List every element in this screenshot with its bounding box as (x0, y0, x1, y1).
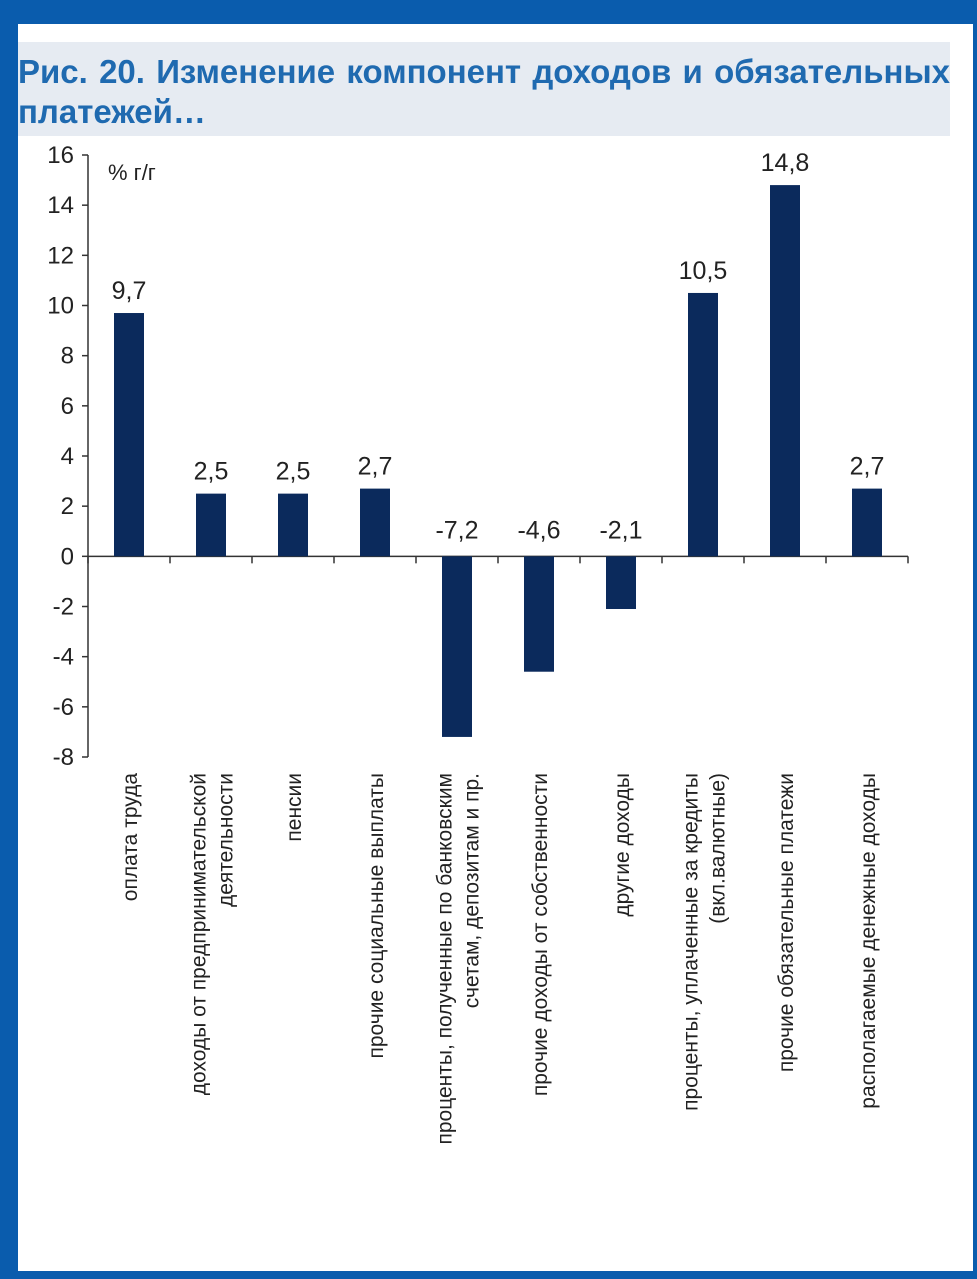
value-label: 14,8 (761, 149, 810, 177)
y-tick-label: 6 (61, 393, 74, 420)
y-tick-label: 8 (61, 343, 74, 370)
y-tick-label: 14 (47, 192, 74, 219)
category-label: прочие социальные выплаты (365, 773, 388, 1059)
value-label: 2,7 (358, 453, 393, 481)
y-tick-label: 12 (47, 242, 74, 269)
chart-title: Рис. 20. Изменение компонент доходов и о… (18, 53, 950, 130)
category-label: (вкл.валютные) (707, 773, 730, 924)
value-label: -2,1 (599, 516, 642, 544)
y-tick-label: 16 (47, 142, 74, 169)
y-tick-label: 4 (61, 443, 74, 470)
unit-label: % г/г (108, 160, 156, 185)
y-tick-label: 2 (61, 493, 74, 520)
y-tick-label: -2 (53, 594, 74, 621)
value-label: 2,5 (194, 458, 229, 486)
value-label: 2,5 (276, 458, 311, 486)
bar (442, 556, 472, 737)
y-tick-label: -4 (53, 644, 74, 671)
y-tick-label: -6 (53, 694, 74, 721)
value-label: 2,7 (850, 453, 885, 481)
bar (606, 556, 636, 610)
title-band (18, 42, 950, 136)
y-tick-label: 10 (47, 293, 74, 320)
category-label: прочие обязательные платежи (775, 773, 798, 1072)
bar (688, 292, 718, 557)
value-label: 9,7 (112, 277, 147, 305)
bar (360, 488, 390, 557)
category-label: деятельности (215, 773, 238, 907)
value-label: -7,2 (435, 516, 478, 544)
bar (196, 493, 226, 557)
category-label: другие доходы (611, 773, 634, 917)
bar (524, 556, 554, 672)
category-label: доходы от предпринимательской (188, 773, 211, 1095)
y-tick-label: -8 (53, 744, 74, 771)
value-label: 10,5 (679, 257, 728, 285)
y-tick-label: 0 (61, 543, 74, 570)
bar (278, 493, 308, 557)
bar (114, 313, 144, 557)
category-label: счетам, депозитам и пр. (461, 773, 484, 1008)
value-label: -4,6 (517, 516, 560, 544)
bar (770, 185, 800, 557)
bar (852, 488, 882, 557)
category-label: располагаемые денежные доходы (857, 773, 880, 1109)
category-label: прочие доходы от собственности (529, 773, 552, 1096)
category-label: оплата труда (119, 773, 142, 902)
category-label: проценты, полученные по банковским (434, 773, 457, 1145)
category-label: проценты, уплаченные за кредиты (680, 773, 703, 1111)
category-label: пенсии (283, 773, 306, 842)
